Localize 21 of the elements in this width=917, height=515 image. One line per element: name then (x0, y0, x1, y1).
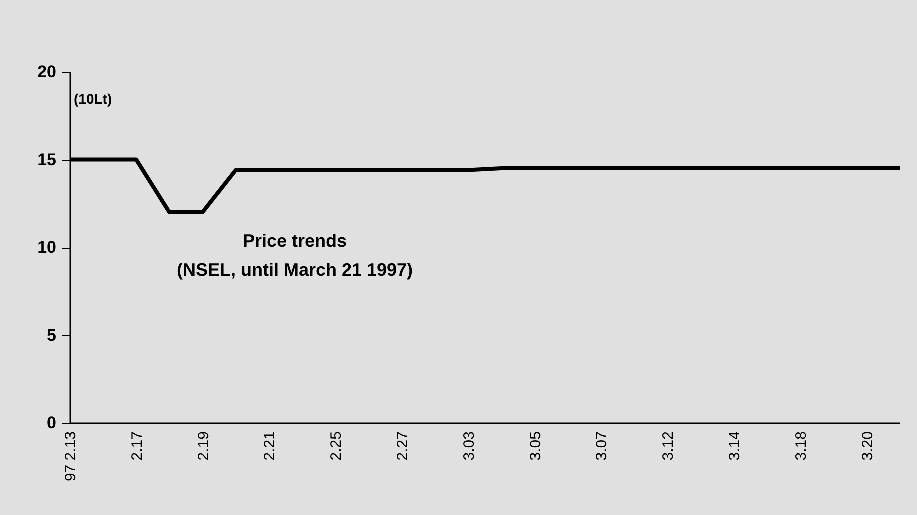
y-tick-label: 5 (47, 326, 56, 345)
y-tick-label: 0 (47, 414, 56, 432)
y-tick-label: 15 (38, 150, 56, 170)
x-tick-label: 3.14 (726, 432, 744, 461)
x-tick-label: 3.05 (527, 432, 544, 461)
x-tick-label: 3.03 (460, 432, 478, 461)
x-tick-label: 2.27 (394, 432, 412, 461)
x-tick-label: 97 2.13 (62, 432, 80, 482)
y-tick-label: 20 (38, 62, 56, 82)
text: Price trends (242, 231, 348, 251)
x-tick-label: 2.17 (128, 432, 146, 461)
x-tick-label: 3.20 (859, 432, 876, 461)
x-tick-label: 3.18 (792, 432, 810, 461)
y-tick-label: 10 (38, 238, 56, 257)
x-tick-label: 3.12 (660, 432, 678, 461)
x-tick-label: 2.21 (262, 432, 279, 461)
x-tick-label: 2.19 (195, 432, 212, 461)
annotation: (10Lt) (74, 91, 112, 107)
x-tick-label: 3.07 (594, 432, 611, 461)
x-tick-label: 2.25 (328, 432, 346, 461)
text: (NSEL, until March 21 1997) (176, 260, 414, 280)
